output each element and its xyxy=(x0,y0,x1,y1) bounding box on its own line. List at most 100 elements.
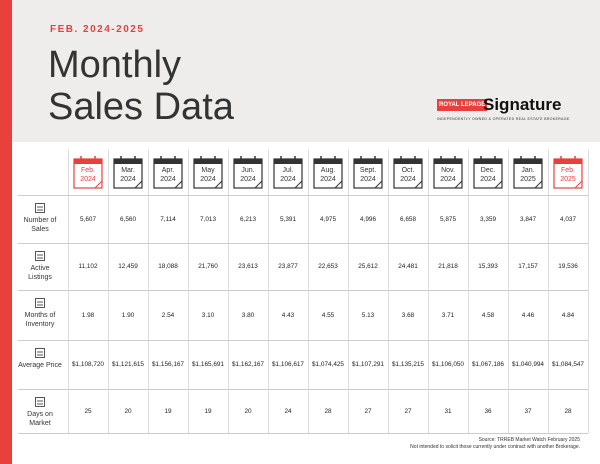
month: Aug. xyxy=(320,167,336,174)
cell: 7,013 xyxy=(200,215,216,223)
cell: 19,536 xyxy=(558,263,578,270)
title-line: Monthly xyxy=(48,44,182,86)
cell: 3.71 xyxy=(441,311,455,319)
cell: 36 xyxy=(484,407,492,415)
cell: $1,067,186 xyxy=(472,361,504,368)
cell: 3,847 xyxy=(520,215,536,223)
column-divider xyxy=(148,150,149,433)
calendar-icon: Jul. 2024 xyxy=(273,155,303,189)
year: 2025 xyxy=(520,176,536,183)
cell: 27 xyxy=(404,407,412,415)
month: Mar. xyxy=(121,167,135,174)
row-divider xyxy=(18,290,588,291)
month: May xyxy=(201,167,215,174)
calendar-frame xyxy=(153,156,183,189)
cell: 27 xyxy=(364,407,372,415)
row-divider xyxy=(18,340,588,341)
icon xyxy=(35,298,45,308)
year: 2024 xyxy=(200,176,216,183)
month: Sept. xyxy=(359,167,377,174)
year: 2024 xyxy=(80,176,96,183)
year: 2025 xyxy=(560,176,576,183)
year: 2024 xyxy=(320,176,336,183)
source: Source: TRREB Market Watch February 2025 xyxy=(478,437,580,443)
month: Oct. xyxy=(401,167,415,174)
row-icon xyxy=(34,395,46,407)
calendar-icon: Dec. 2024 xyxy=(473,155,503,189)
month: Dec. xyxy=(480,167,496,174)
calendar-icon: Oct. 2024 xyxy=(393,155,423,189)
cell: 6,213 xyxy=(240,215,256,223)
cell: 3.68 xyxy=(401,311,415,319)
cell: $1,156,167 xyxy=(152,361,184,368)
cell: 3.10 xyxy=(201,311,215,319)
cell: 4,037 xyxy=(560,215,576,223)
cell: 4.43 xyxy=(281,311,295,319)
column-divider xyxy=(348,150,349,433)
cell: 24 xyxy=(284,407,292,415)
calendar-frame xyxy=(273,156,303,189)
row-divider xyxy=(18,195,588,196)
calendar-icon: Feb. 2025 xyxy=(553,155,583,189)
row-label: Active Listings xyxy=(28,265,52,281)
calendar-icon: Apr. 2024 xyxy=(153,155,183,189)
row-divider xyxy=(18,433,588,434)
row-label: Days on Market xyxy=(27,411,53,427)
cell: $1,108,720 xyxy=(72,361,104,368)
calendar-frame xyxy=(513,156,543,189)
cell: 37 xyxy=(524,407,532,415)
row-divider xyxy=(18,243,588,244)
cell: 6,560 xyxy=(120,215,136,223)
icon xyxy=(35,203,45,213)
month: Feb. xyxy=(80,167,95,174)
icon xyxy=(35,251,45,261)
cell: 1.90 xyxy=(121,311,135,319)
row-icon xyxy=(34,296,46,308)
year: 2024 xyxy=(360,176,376,183)
cell: 21,818 xyxy=(438,263,458,270)
cell: 4.84 xyxy=(561,311,575,319)
calendar-frame xyxy=(313,156,343,189)
logo-brand: ROYAL LEPAGE xyxy=(437,99,488,111)
cell: 25,612 xyxy=(358,263,378,270)
column-divider xyxy=(308,150,309,433)
year: 2024 xyxy=(160,176,176,183)
month: Feb. xyxy=(560,167,575,174)
column-divider xyxy=(428,150,429,433)
cell: 11,102 xyxy=(78,263,98,270)
cell: 4,975 xyxy=(320,215,336,223)
cell: 24,481 xyxy=(398,263,418,270)
logo: ROYAL LEPAGE Signature INDEPENDENTLY OWN… xyxy=(437,95,577,127)
year: 2024 xyxy=(240,176,256,183)
cell: 5.13 xyxy=(361,311,375,319)
calendar-frame xyxy=(193,156,223,189)
cell: $1,135,215 xyxy=(392,361,424,368)
cell: $1,162,167 xyxy=(232,361,264,368)
row-label: Number of Sales xyxy=(23,217,57,233)
calendar-icon: Nov. 2024 xyxy=(433,155,463,189)
year: 2024 xyxy=(480,176,496,183)
calendar-frame xyxy=(233,156,263,189)
column-divider xyxy=(108,150,109,433)
cell: $1,121,615 xyxy=(112,361,144,368)
cell: $1,106,050 xyxy=(432,361,464,368)
cell: 22,653 xyxy=(318,263,338,270)
calendar-icon: Jan. 2025 xyxy=(513,155,543,189)
calendar-frame xyxy=(433,156,463,189)
cell: 12,459 xyxy=(118,263,138,270)
calendar-frame xyxy=(473,156,503,189)
calendar-icon: Aug. 2024 xyxy=(313,155,343,189)
logo-name: Signature xyxy=(483,95,562,114)
cell: 23,877 xyxy=(278,263,298,270)
header xyxy=(12,0,600,142)
month: Jul. xyxy=(282,167,294,174)
logo-tagline: INDEPENDENTLY OWNED & OPERATED REAL ESTA… xyxy=(437,117,570,121)
cell: 5,875 xyxy=(440,215,456,223)
year: 2024 xyxy=(440,176,456,183)
cell: 17,157 xyxy=(518,263,538,270)
calendar-icon: Sept. 2024 xyxy=(353,155,383,189)
cell: 4.46 xyxy=(521,311,535,319)
calendar-frame xyxy=(393,156,423,189)
month: Jan. xyxy=(521,167,535,174)
calendar-icon: Mar. 2024 xyxy=(113,155,143,189)
